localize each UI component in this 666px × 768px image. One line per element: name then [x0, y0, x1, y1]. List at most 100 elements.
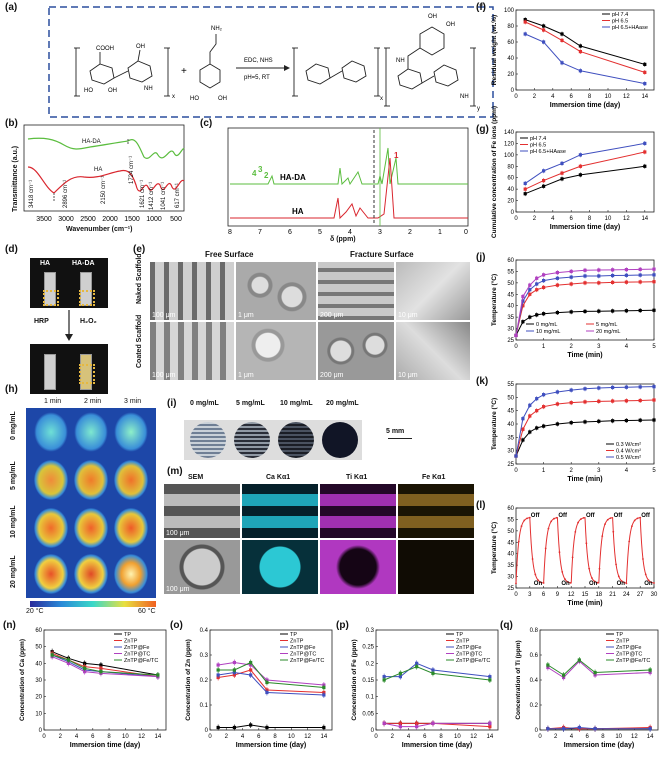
panel-b-label: (b) [5, 118, 18, 129]
chart-n: 0 2 4 6 8 10 12 14 0 10 20 30 40 50 60 Immersion time (… [19, 628, 167, 749]
svg-text:7: 7 [258, 229, 262, 236]
x-tick-label: 8 [439, 734, 443, 740]
data-point [560, 177, 564, 181]
data-point [569, 581, 572, 584]
y-tick-label: 20 [507, 72, 514, 78]
y-tick-label: 60 [507, 40, 514, 46]
data-point [232, 668, 236, 672]
y-tick-label: 0 [371, 728, 375, 734]
svg-text:1500: 1500 [124, 216, 140, 223]
x-tick-label: 10 [605, 216, 612, 222]
panel-m-label: (m) [167, 466, 183, 477]
x-tick-label: 0 [514, 592, 518, 598]
x-tick-label: 8 [588, 94, 592, 100]
y-tick-label: 30 [35, 678, 42, 684]
annotation-off: Off [614, 513, 624, 519]
svg-text:COOH: COOH [96, 46, 114, 52]
x-tick-label: 4 [625, 468, 629, 474]
data-point [542, 184, 546, 188]
y-tick-label: 55 [507, 382, 514, 388]
svg-text:4: 4 [252, 169, 257, 178]
data-point [534, 573, 537, 576]
panel-i-label: (i) [167, 398, 177, 409]
data-point [517, 540, 520, 543]
y-tick-label: 0.4 [530, 678, 539, 684]
scaffold-photo [184, 420, 362, 460]
data-point [638, 308, 642, 313]
svg-text:5: 5 [318, 229, 322, 236]
data-point [652, 280, 656, 284]
data-point [569, 401, 573, 405]
data-point [624, 273, 628, 277]
data-point [650, 581, 653, 584]
x-tick-label: 6 [570, 216, 574, 222]
y-tick-label: 45 [507, 292, 514, 298]
scheme-border [48, 6, 494, 118]
svg-text:NH: NH [144, 86, 153, 92]
legend-label: ZnTP@Fe/TC [456, 658, 490, 664]
y-tick-label: 0 [511, 210, 515, 216]
data-point [598, 567, 601, 570]
y-axis-label: Concentration of Fe (ppm) [351, 639, 358, 720]
x-tick-label: 15 [582, 592, 589, 598]
y-axis-label: Concentration of Ti (ppm) [515, 640, 522, 719]
data-point [562, 673, 566, 677]
y-tick-label: 100 [504, 8, 515, 14]
data-point [609, 517, 612, 519]
sem-coated-free-low: 100 μm [150, 322, 234, 380]
x-tick-label: 3 [597, 468, 601, 474]
svg-text:HO: HO [190, 96, 199, 102]
data-point [542, 405, 546, 409]
data-point [382, 721, 386, 725]
y-tick-label: 0.2 [200, 678, 209, 684]
x-tick-label: 1 [542, 468, 546, 474]
x-tick-label: 6 [570, 94, 574, 100]
data-point [571, 556, 574, 559]
y-tick-label: 80 [507, 164, 514, 170]
data-point [515, 582, 517, 585]
legend-label: ZnTP@Fe [456, 645, 481, 651]
x-tick-label: 0 [42, 734, 46, 740]
annotation-on: On [589, 581, 598, 587]
data-point [249, 660, 253, 665]
y-tick-label: 40 [35, 661, 42, 667]
svg-text:HA: HA [292, 207, 304, 216]
data-point [596, 581, 599, 584]
sem-naked-free-low: 100 μm [150, 262, 234, 320]
x-tick-label: 0 [538, 734, 542, 740]
data-point [564, 578, 566, 581]
x-axis-label: Time (min) [567, 476, 602, 483]
data-point [578, 164, 582, 168]
svg-text:500: 500 [170, 216, 182, 223]
svg-text:OH: OH [446, 22, 455, 28]
data-point [216, 673, 220, 677]
data-point [623, 581, 626, 584]
data-point [583, 274, 587, 278]
annotation-off: Off [586, 513, 596, 519]
data-point [265, 725, 269, 730]
data-point [265, 680, 269, 685]
axes-frame [515, 259, 655, 341]
svg-text:8: 8 [228, 229, 232, 236]
x-tick-label: 4 [625, 344, 629, 350]
hada-curve [27, 137, 185, 159]
y-tick-label: 0.2 [530, 703, 539, 709]
data-point [553, 517, 555, 520]
data-point [648, 668, 652, 672]
x-tick-label: 3 [528, 592, 532, 598]
data-point [535, 397, 539, 401]
x-tick-label: 14 [487, 734, 494, 740]
thermal-grid [26, 408, 156, 598]
data-point [611, 268, 615, 272]
ha-curve [27, 166, 185, 194]
data-point [578, 44, 582, 48]
y-tick-label: 45 [507, 409, 514, 415]
svg-text:2: 2 [408, 229, 412, 236]
data-point [535, 288, 539, 292]
x-tick-label: 2 [570, 344, 574, 350]
sem-naked-free-high: 1 μm [236, 262, 316, 320]
data-point [615, 563, 617, 566]
data-point [617, 575, 620, 578]
data-point [382, 675, 386, 679]
data-point [638, 398, 642, 403]
